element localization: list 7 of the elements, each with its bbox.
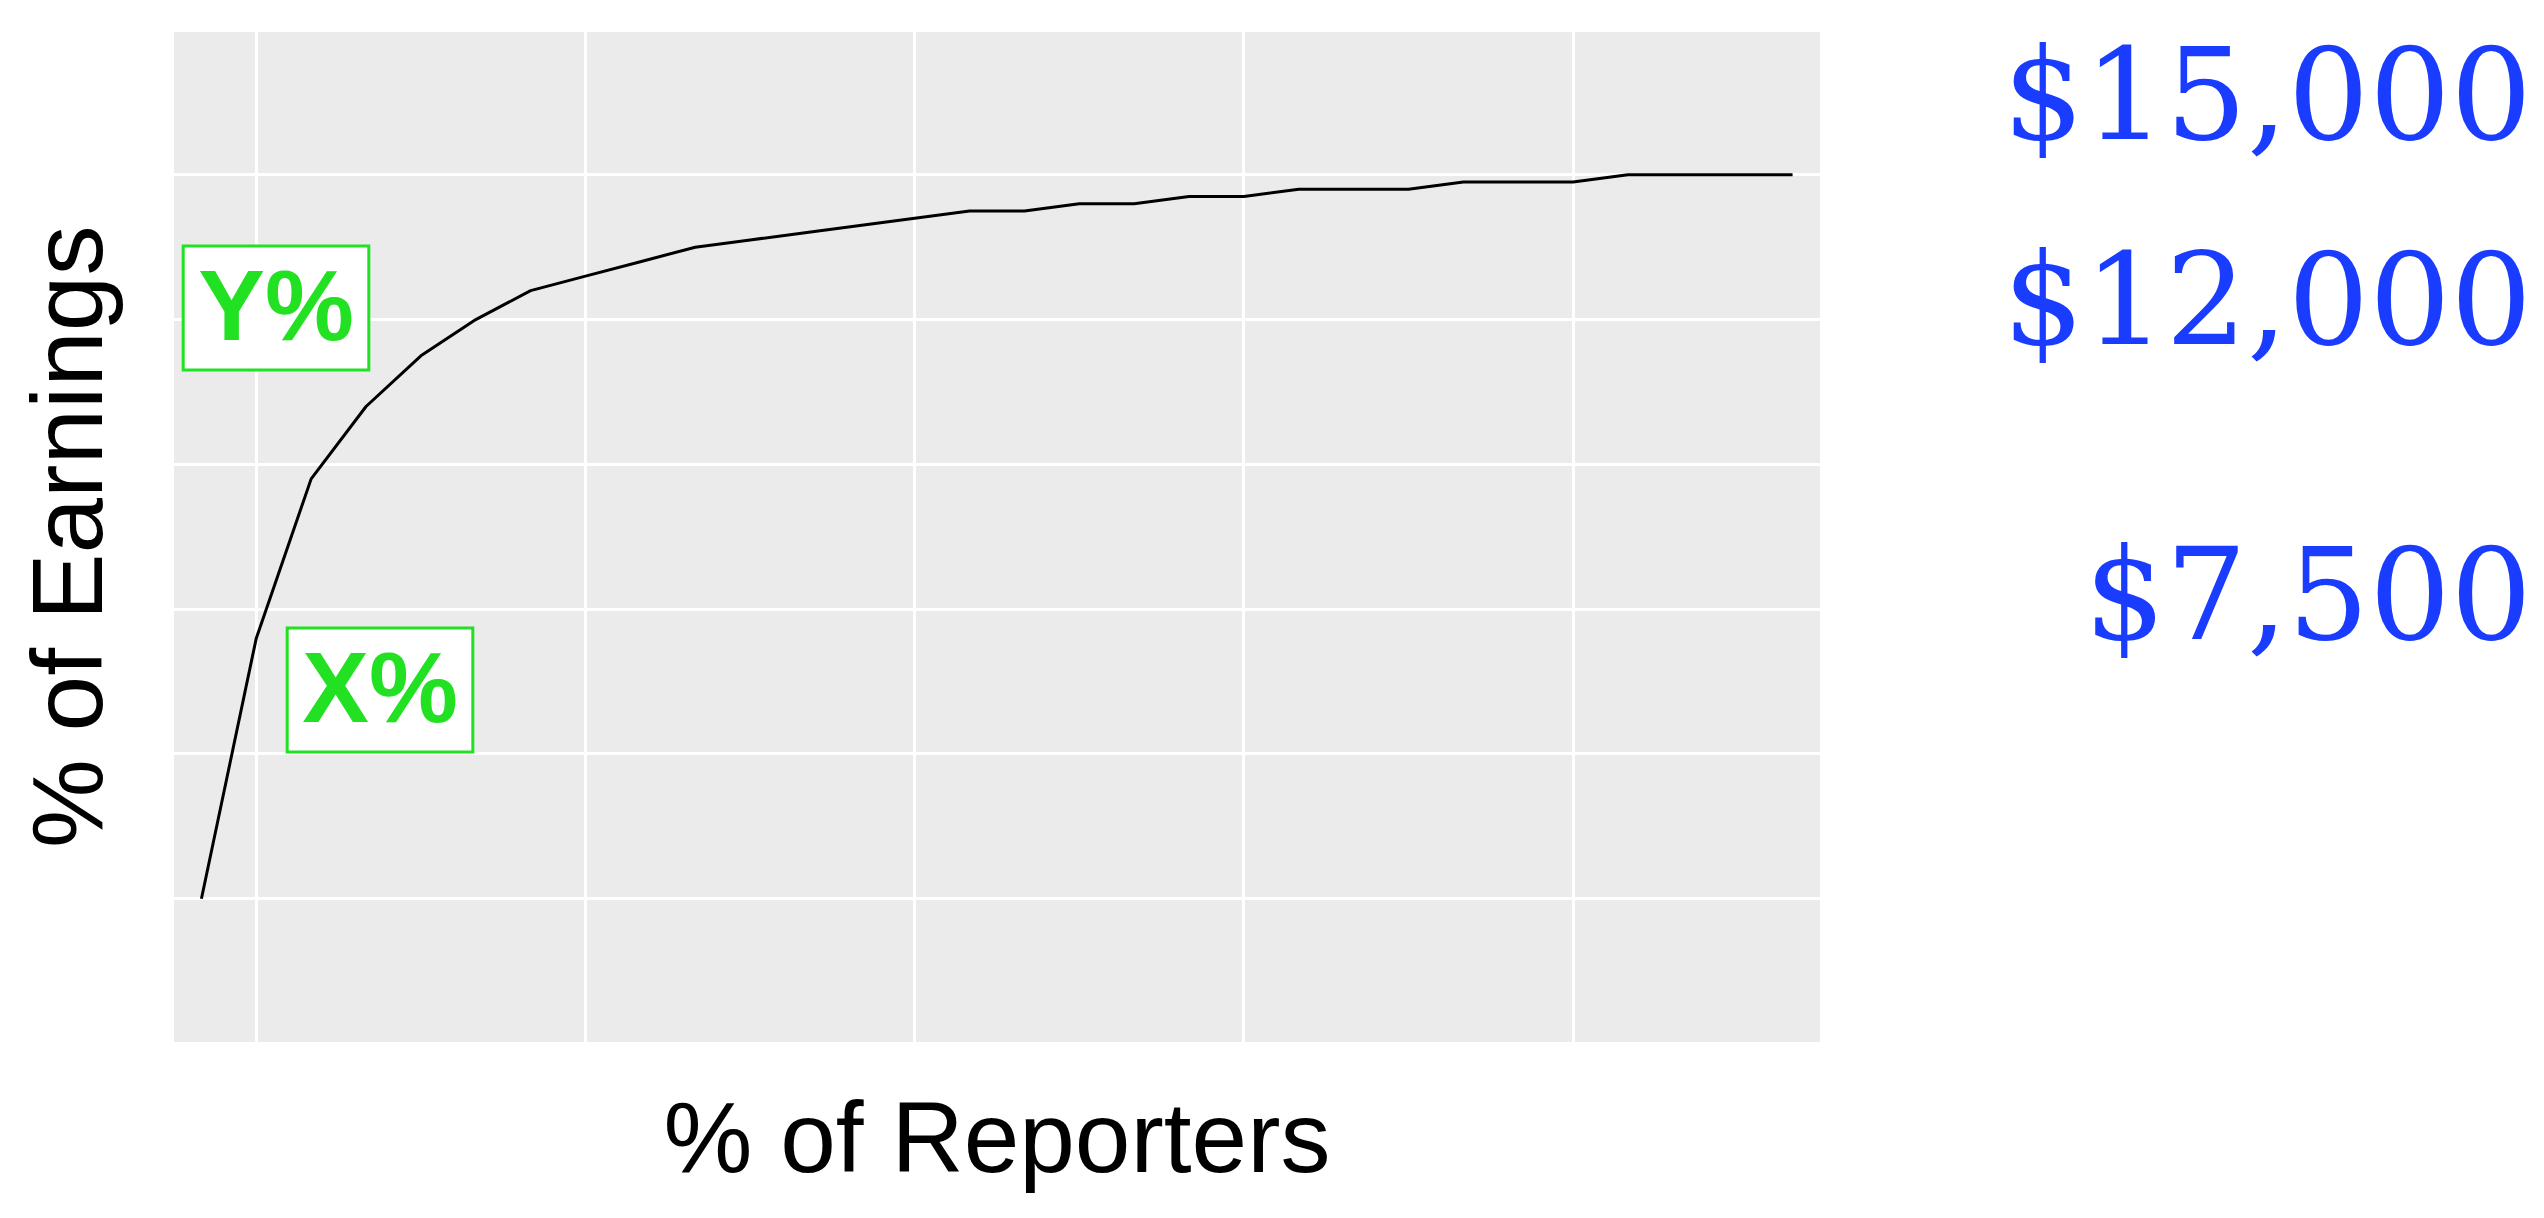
annotation: X% [302,630,458,743]
y-axis-title: % of Earnings [10,225,123,849]
text: $7,500 [2084,520,2532,669]
x-axis-title: % of Reporters [663,1080,1331,1193]
text: $15,000 [2002,20,2532,169]
annotation: Y% [198,248,354,361]
text: $12,000 [2002,225,2532,374]
